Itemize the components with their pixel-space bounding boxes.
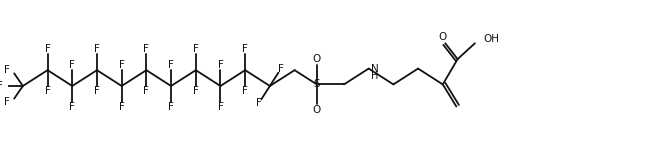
Text: F: F bbox=[44, 44, 50, 54]
Text: F: F bbox=[119, 102, 124, 112]
Text: F: F bbox=[218, 102, 223, 112]
Text: F: F bbox=[0, 81, 3, 91]
Text: F: F bbox=[143, 86, 149, 96]
Text: H: H bbox=[371, 71, 378, 80]
Text: F: F bbox=[242, 86, 248, 96]
Text: F: F bbox=[242, 44, 248, 54]
Text: F: F bbox=[44, 86, 50, 96]
Text: F: F bbox=[168, 102, 174, 112]
Text: O: O bbox=[312, 54, 321, 64]
Text: N: N bbox=[371, 64, 378, 74]
Text: F: F bbox=[94, 86, 100, 96]
Text: F: F bbox=[256, 98, 261, 109]
Text: O: O bbox=[438, 32, 446, 42]
Text: F: F bbox=[193, 44, 199, 54]
Text: F: F bbox=[94, 44, 100, 54]
Text: F: F bbox=[69, 102, 75, 112]
Text: O: O bbox=[312, 105, 321, 115]
Text: OH: OH bbox=[484, 34, 500, 44]
Text: S: S bbox=[314, 79, 320, 89]
Text: F: F bbox=[4, 65, 10, 75]
Text: F: F bbox=[278, 64, 284, 74]
Text: F: F bbox=[193, 86, 199, 96]
Text: F: F bbox=[168, 60, 174, 70]
Text: F: F bbox=[69, 60, 75, 70]
Text: F: F bbox=[143, 44, 149, 54]
Text: F: F bbox=[218, 60, 223, 70]
Text: F: F bbox=[119, 60, 124, 70]
Text: F: F bbox=[4, 97, 10, 107]
